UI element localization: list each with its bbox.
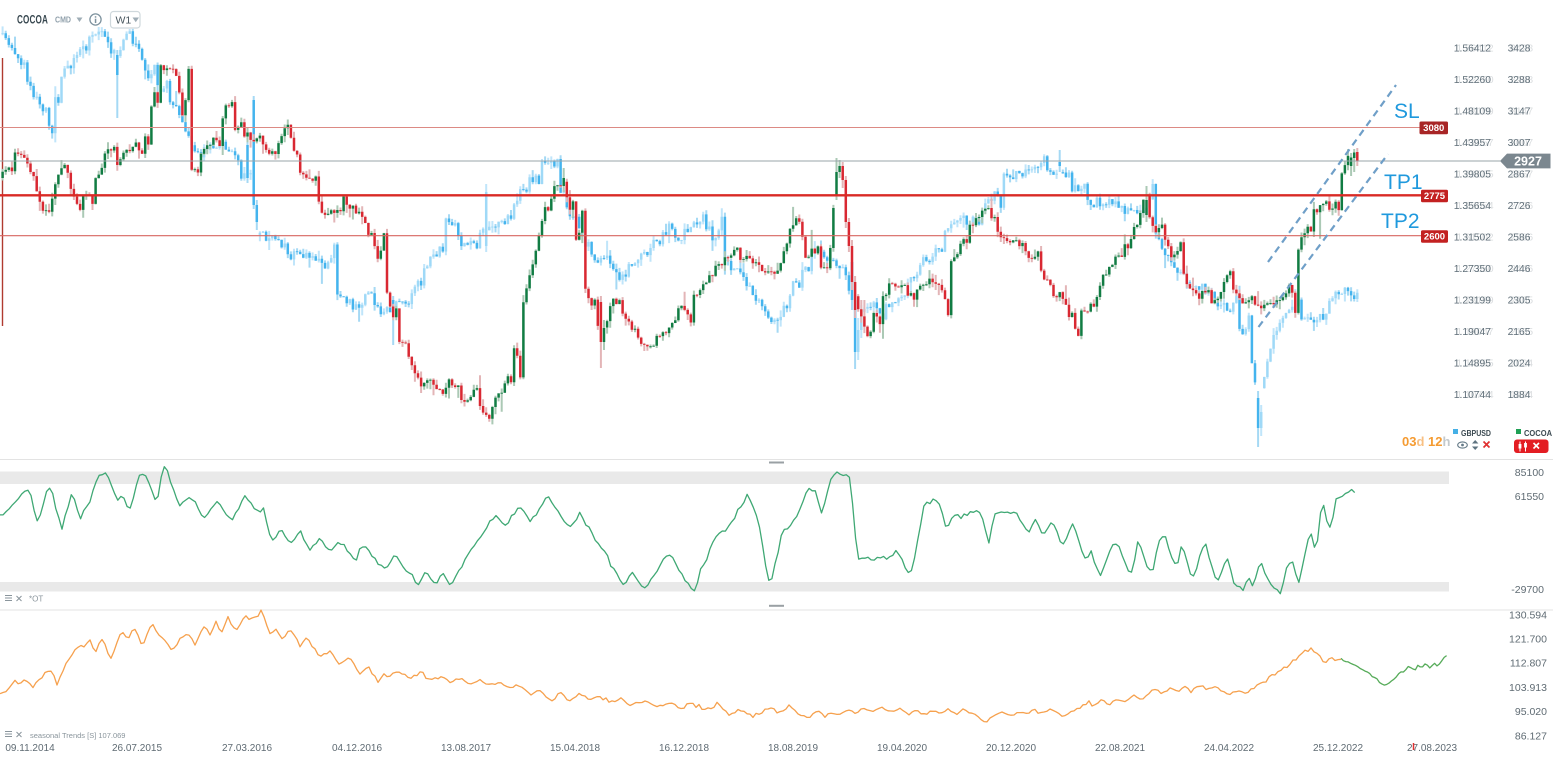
svg-text:112.807: 112.807 [1510,658,1547,670]
svg-text:COCOA: COCOA [1524,429,1552,438]
svg-text:1.10744: 1.10744 [1454,390,1491,401]
svg-text:20.12.2020: 20.12.2020 [986,743,1036,754]
svg-text:TP2: TP2 [1381,210,1420,233]
svg-text:85100: 85100 [1515,467,1544,479]
svg-text:2024: 2024 [1510,359,1533,370]
svg-text:3428: 3428 [1508,44,1531,55]
svg-text:1.52260: 1.52260 [1454,75,1491,86]
svg-text:25.12.2022: 25.12.2022 [1313,743,1363,754]
svg-text:1.48109: 1.48109 [1456,107,1493,118]
svg-text:1.56412: 1.56412 [1454,44,1491,55]
svg-text:2165: 2165 [1510,327,1533,338]
svg-text:121.700: 121.700 [1509,634,1547,646]
svg-text:1.19047: 1.19047 [1454,327,1491,338]
svg-text:2867: 2867 [1508,170,1531,181]
svg-text:1.14895: 1.14895 [1456,359,1493,370]
svg-text:2775: 2775 [1424,191,1446,202]
svg-text:1884: 1884 [1510,390,1533,401]
svg-text:19.04.2020: 19.04.2020 [877,743,927,754]
svg-text:95.020: 95.020 [1515,706,1547,718]
svg-text:61550: 61550 [1515,491,1544,503]
svg-text:1.23199: 1.23199 [1454,296,1491,307]
svg-text:1.39805: 1.39805 [1456,170,1493,181]
svg-text:27.08.2023: 27.08.2023 [1407,743,1457,754]
svg-text:2600: 2600 [1424,232,1445,243]
svg-text:1.31502: 1.31502 [1456,233,1493,244]
svg-text:03d 12h: 03d 12h [1402,434,1451,449]
svg-text:1.35654: 1.35654 [1456,201,1493,212]
svg-text:1.27350: 1.27350 [1456,264,1493,275]
svg-text:103.913: 103.913 [1509,682,1547,694]
svg-text:09.11.2014: 09.11.2014 [5,743,55,754]
svg-text:2867: 2867 [1510,170,1533,181]
svg-text:26.07.2015: 26.07.2015 [112,743,162,754]
svg-text:1.27350: 1.27350 [1454,264,1491,275]
svg-text:SL: SL [1394,100,1420,123]
svg-text:3147: 3147 [1508,107,1531,118]
svg-text:CMD: CMD [55,16,71,25]
svg-text:18.08.2019: 18.08.2019 [768,743,818,754]
svg-text:3288: 3288 [1510,75,1533,86]
svg-text:1.19047: 1.19047 [1456,327,1493,338]
svg-text:24.04.2022: 24.04.2022 [1204,743,1254,754]
svg-text:1.48109: 1.48109 [1454,107,1491,118]
svg-text:2024: 2024 [1508,359,1531,370]
svg-text:2305: 2305 [1510,296,1533,307]
svg-text:GBPUSD: GBPUSD [1461,429,1491,438]
svg-text:2726: 2726 [1508,201,1531,212]
svg-text:1.35654: 1.35654 [1454,201,1491,212]
svg-text:2446: 2446 [1508,264,1531,275]
svg-text:1.14895: 1.14895 [1454,359,1491,370]
svg-text:130.594: 130.594 [1509,609,1547,621]
svg-text:2726: 2726 [1510,201,1533,212]
svg-text:2305: 2305 [1508,296,1531,307]
svg-text:86.127: 86.127 [1515,730,1547,742]
svg-text:22.08.2021: 22.08.2021 [1095,743,1145,754]
svg-text:13.08.2017: 13.08.2017 [441,743,491,754]
svg-text:-29700: -29700 [1511,584,1544,596]
svg-text:*OT: *OT [29,595,43,604]
svg-text:3007: 3007 [1510,138,1533,149]
svg-text:3147: 3147 [1510,107,1533,118]
svg-text:2446: 2446 [1510,264,1533,275]
svg-text:1.10744: 1.10744 [1456,390,1493,401]
svg-text:1.43957: 1.43957 [1454,138,1491,149]
svg-text:1.52260: 1.52260 [1456,75,1493,86]
svg-text:3080: 3080 [1423,123,1444,134]
svg-text:COCOA: COCOA [17,15,48,27]
svg-text:1.56412: 1.56412 [1456,44,1493,55]
svg-text:seasonal Trends [S] 107.069: seasonal Trends [S] 107.069 [30,731,125,740]
svg-text:27.03.2016: 27.03.2016 [222,743,272,754]
svg-text:2927: 2927 [1514,155,1542,169]
svg-text:W1: W1 [116,15,132,27]
svg-text:3288: 3288 [1508,75,1531,86]
svg-text:1884: 1884 [1508,390,1531,401]
svg-text:1.31502: 1.31502 [1454,233,1491,244]
svg-text:1.43957: 1.43957 [1456,138,1493,149]
svg-text:1.39805: 1.39805 [1454,170,1491,181]
svg-text:2586: 2586 [1510,233,1533,244]
svg-text:3007: 3007 [1508,138,1531,149]
svg-text:3428: 3428 [1510,44,1533,55]
svg-text:04.12.2016: 04.12.2016 [332,743,382,754]
svg-text:16.12.2018: 16.12.2018 [659,743,709,754]
svg-text:2165: 2165 [1508,327,1531,338]
svg-text:1.23199: 1.23199 [1456,296,1493,307]
svg-text:15.04.2018: 15.04.2018 [550,743,600,754]
svg-text:2586: 2586 [1508,233,1531,244]
svg-text:TP1: TP1 [1384,171,1423,194]
